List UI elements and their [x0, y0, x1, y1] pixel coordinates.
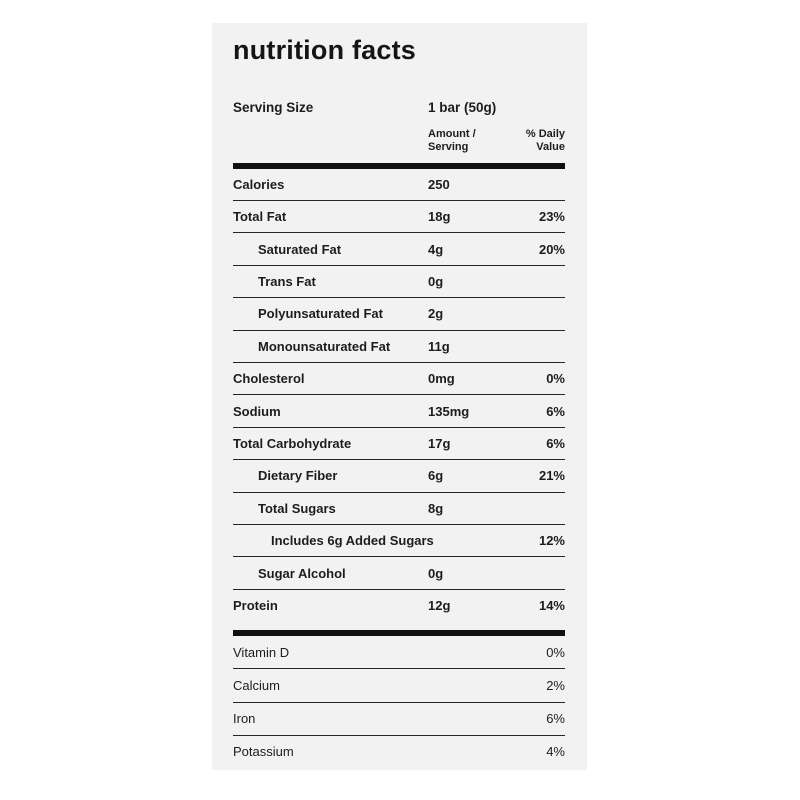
nutrient-daily-value: 21% — [538, 468, 565, 484]
serving-size-value: 1 bar (50g) — [428, 99, 497, 115]
nutrient-amount: 6g — [428, 468, 444, 484]
nutrient-row: Calories 250 — [233, 169, 565, 200]
nutrient-row: Trans Fat 0g — [233, 264, 565, 297]
nutrient-daily-value: 0% — [546, 371, 565, 387]
nutrient-daily-value: 12% — [538, 533, 565, 549]
nutrient-amount: 17g — [428, 436, 451, 451]
nutrient-row: Sodium 135mg 6% — [233, 394, 565, 426]
nutrient-label: Dietary Fiber — [258, 468, 338, 484]
daily-header-line2: Value — [536, 140, 565, 153]
nutrient-row: Total Carbohydrate 17g 6% — [233, 426, 565, 459]
nutrient-row: Saturated Fat 4g 20% — [233, 232, 565, 264]
nutrient-rows-vitamins: Vitamin D 0% Calcium 2% Iron 6% Potassiu… — [233, 636, 565, 768]
nutrient-row: Polyunsaturated Fat 2g — [233, 297, 565, 329]
nutrient-label: Saturated Fat — [258, 241, 342, 257]
serving-size-row: Serving Size 1 bar (50g) — [233, 100, 565, 115]
nutrient-daily-value: 6% — [546, 711, 565, 727]
nutrient-row: Protein 12g 14% — [233, 588, 565, 621]
column-headers: Amount / Serving % Daily Value — [233, 128, 565, 154]
nutrient-row: Calcium 2% — [233, 668, 565, 701]
nutrient-row: Vitamin D 0% — [233, 636, 565, 668]
nutrient-label: Vitamin D — [233, 644, 290, 660]
nutrient-rows-main: Calories 250 Total Fat 18g 23% Saturated… — [233, 169, 565, 621]
column-header-amount: Amount / Serving — [428, 128, 526, 154]
separator-bar-middle — [233, 630, 565, 637]
nutrient-daily-value: 20% — [538, 241, 565, 257]
nutrient-amount: 11g — [428, 338, 450, 354]
nutrient-label: Calcium — [233, 677, 280, 693]
nutrient-row: Includes 6g Added Sugars 12% — [233, 523, 565, 556]
nutrient-row: Cholesterol 0mg 0% — [233, 362, 565, 394]
nutrient-amount: 4g — [428, 241, 444, 257]
nutrient-label: Monounsaturated Fat — [258, 338, 391, 354]
nutrient-label: Calories — [233, 176, 285, 192]
nutrient-label: Protein — [233, 597, 278, 613]
nutrient-label: Potassium — [233, 744, 294, 760]
nutrient-daily-value: 6% — [546, 403, 565, 419]
nutrient-label: Sodium — [233, 403, 281, 419]
nutrient-label: Total Sugars — [258, 500, 336, 516]
column-header-daily-value: % Daily Value — [526, 128, 565, 154]
nutrient-daily-value: 2% — [546, 677, 565, 693]
nutrient-daily-value: 14% — [538, 597, 565, 613]
nutrient-label: Cholesterol — [233, 371, 305, 387]
nutrition-facts-panel: nutrition facts Serving Size 1 bar (50g)… — [212, 23, 587, 770]
nutrient-amount: 0g — [428, 565, 444, 581]
amount-header-line2: Serving — [428, 140, 469, 153]
nutrient-row: Iron 6% — [233, 701, 565, 735]
column-header-spacer — [233, 128, 428, 154]
nutrient-amount: 0mg — [428, 371, 455, 387]
nutrient-row: Potassium 4% — [233, 734, 565, 768]
nutrient-label: Trans Fat — [258, 274, 316, 290]
nutrient-amount: 250 — [428, 176, 450, 192]
daily-header-line1: % Daily — [525, 127, 565, 140]
nutrient-row: Monounsaturated Fat 11g — [233, 329, 565, 362]
nutrient-daily-value: 0% — [546, 644, 565, 660]
nutrient-label: Sugar Alcohol — [258, 565, 346, 581]
nutrient-row: Total Sugars 8g — [233, 491, 565, 524]
nutrient-amount: 12g — [428, 597, 451, 613]
nutrient-amount: 135mg — [428, 403, 470, 419]
nutrient-row: Dietary Fiber 6g 21% — [233, 459, 565, 491]
panel-title: nutrition facts — [233, 35, 416, 65]
nutrient-label: Total Carbohydrate — [233, 436, 352, 451]
nutrient-label: Total Fat — [233, 209, 287, 225]
nutrient-label: Iron — [233, 711, 256, 727]
nutrient-amount: 8g — [428, 500, 444, 516]
nutrient-label: Includes 6g Added Sugars — [271, 533, 434, 549]
nutrient-amount: 2g — [428, 306, 444, 322]
nutrient-row: Sugar Alcohol 0g — [233, 556, 565, 588]
nutrient-daily-value: 6% — [546, 436, 565, 451]
serving-size-label: Serving Size — [233, 99, 314, 115]
nutrient-amount: 0g — [428, 274, 444, 290]
nutrient-daily-value: 4% — [546, 744, 565, 760]
nutrient-amount: 18g — [428, 209, 451, 225]
amount-header-line1: Amount / — [428, 127, 476, 140]
separator-bar-top — [233, 162, 565, 169]
nutrient-row: Total Fat 18g 23% — [233, 200, 565, 232]
nutrient-daily-value: 23% — [538, 209, 565, 225]
nutrient-label: Polyunsaturated Fat — [258, 306, 383, 322]
